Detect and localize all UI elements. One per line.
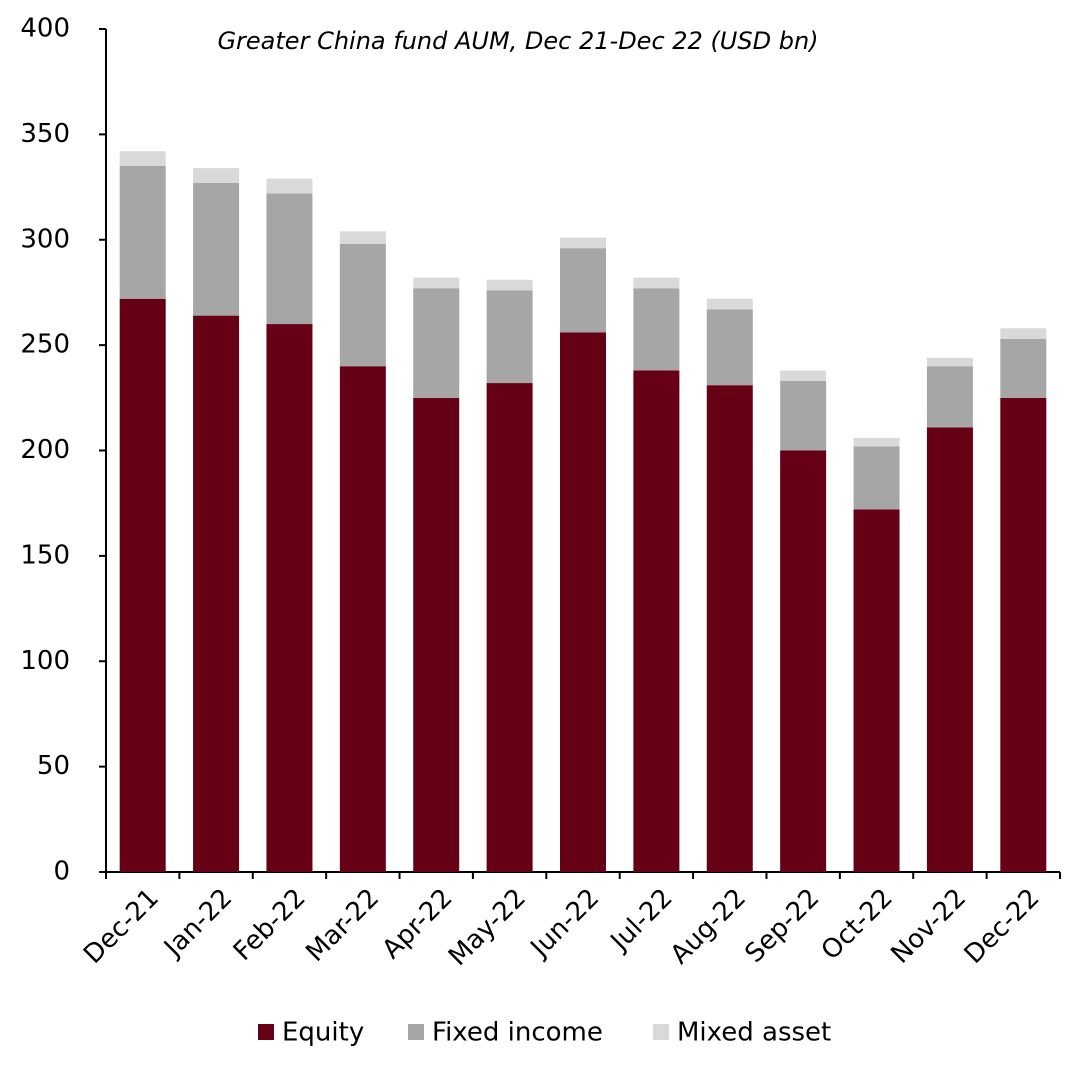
x-tick-label: Jan-22 — [157, 883, 238, 964]
bar-segment — [1000, 338, 1047, 398]
x-tick-label: Jun-22 — [524, 883, 605, 964]
y-tick-label: 400 — [20, 14, 70, 44]
bar-segment — [193, 168, 240, 183]
y-tick-label: 250 — [20, 330, 70, 360]
legend-swatch — [653, 1024, 669, 1040]
x-tick-label: Nov-22 — [886, 883, 973, 970]
bar-segment — [413, 277, 460, 289]
bar-segment — [339, 231, 386, 244]
chart-title: Greater China fund AUM, Dec 21-Dec 22 (U… — [217, 27, 818, 55]
x-tick-label: Mar-22 — [300, 883, 385, 968]
bar-segment — [266, 193, 313, 325]
legend-label: Mixed asset — [677, 1018, 831, 1048]
bar-segment — [266, 178, 313, 194]
y-tick-label: 50 — [37, 751, 70, 781]
y-tick-label: 100 — [20, 646, 70, 676]
bar-segment — [339, 243, 386, 367]
x-tick-label: Feb-22 — [228, 883, 312, 967]
y-tick-label: 150 — [20, 540, 70, 570]
legend-label: Fixed income — [432, 1018, 603, 1048]
bar-segment — [926, 366, 973, 428]
bar-segment — [560, 248, 606, 333]
bar-segment — [780, 450, 827, 872]
x-tick-label: Aug-22 — [665, 883, 752, 970]
bar-segment — [413, 288, 460, 398]
bar-segment — [633, 370, 680, 872]
x-tick-label: Dec-21 — [78, 883, 165, 970]
bar-segment — [926, 427, 973, 872]
bar-segment — [193, 315, 240, 872]
legend-swatch — [408, 1024, 424, 1040]
bar-segment — [413, 397, 460, 872]
bar-segment — [266, 324, 313, 872]
bar-segment — [853, 509, 900, 872]
x-tick-label: Sep-22 — [740, 883, 826, 969]
bar-segment — [1000, 328, 1047, 339]
bar-segment — [633, 288, 680, 371]
x-tick-label: Oct-22 — [816, 883, 899, 966]
legend-swatch — [258, 1024, 274, 1040]
bar-segment — [486, 290, 533, 384]
bar-segment — [119, 165, 166, 299]
x-tick-label: May-22 — [443, 883, 532, 972]
y-tick-label: 350 — [20, 119, 70, 149]
y-tick-label: 200 — [20, 435, 70, 465]
bar-segment — [706, 385, 753, 872]
bar-segment — [486, 279, 533, 291]
y-tick-label: 300 — [20, 224, 70, 254]
legend-label: Equity — [282, 1018, 364, 1048]
bar-segment — [486, 383, 533, 872]
bar-segment — [119, 151, 166, 166]
x-tick-label: Dec-22 — [959, 883, 1046, 970]
bar-segment — [853, 437, 900, 447]
bar-segment — [926, 357, 973, 367]
bar-segment — [560, 332, 606, 873]
y-tick-label: 0 — [53, 857, 70, 887]
bar-segment — [706, 298, 753, 310]
bar-segment — [706, 309, 753, 386]
bar-segment — [780, 380, 827, 451]
bar-segment — [1000, 397, 1047, 872]
bar-segment — [633, 277, 680, 289]
bar-segment — [119, 298, 166, 872]
bar-segment — [560, 237, 606, 249]
bar-segment — [853, 446, 900, 510]
bar-segment — [780, 370, 827, 381]
bar-segment — [339, 366, 386, 872]
bar-segment — [193, 182, 240, 316]
